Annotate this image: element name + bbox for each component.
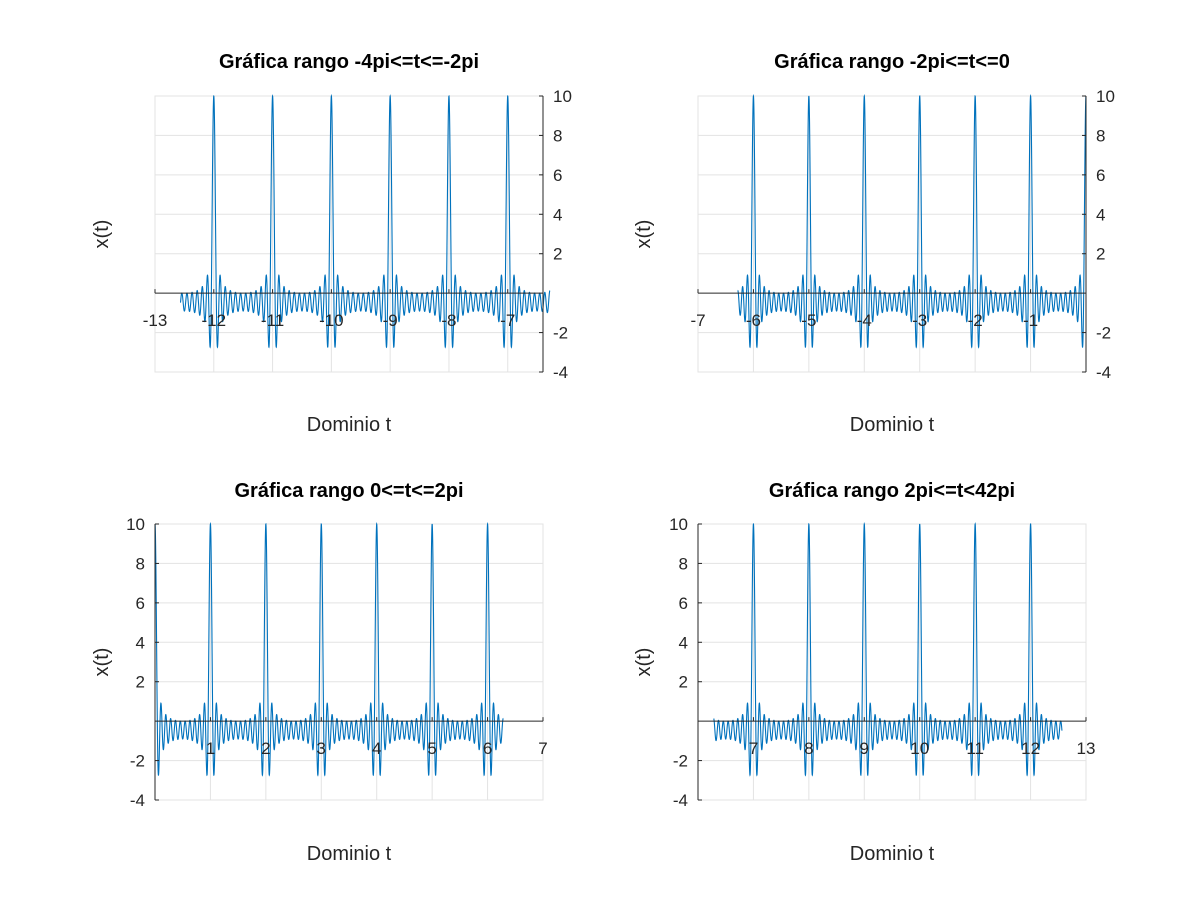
subplot-bottom-right: Gráfica rango 2pi<=t<42pi Dominio t x(t)…	[633, 480, 1095, 865]
x-tick-label: -12	[201, 311, 226, 330]
x-tick-label: -1	[1023, 311, 1038, 330]
y-tick-label: -2	[673, 752, 688, 771]
y-tick-label: 4	[679, 633, 688, 652]
y-axis-label: x(t)	[633, 220, 655, 249]
subplot-title: Gráfica rango -4pi<=t<=-2pi	[219, 51, 479, 73]
subplot-bottom-left: Gráfica rango 0<=t<=2pi Dominio t x(t) 1…	[91, 480, 548, 865]
x-tick-label: 8	[804, 739, 813, 758]
y-tick-label: 4	[1096, 205, 1105, 224]
y-tick-label: 6	[136, 594, 145, 613]
y-tick-label: 6	[679, 594, 688, 613]
y-tick-label: -4	[553, 363, 568, 382]
x-tick-label: 11	[966, 739, 984, 758]
x-tick-label: -7	[500, 311, 515, 330]
y-tick-label: 8	[136, 554, 145, 573]
x-tick-label: 12	[1021, 739, 1040, 758]
x-tick-label: 1	[206, 739, 215, 758]
y-tick-label: 4	[136, 633, 145, 652]
x-tick-label: -2	[968, 311, 983, 330]
series-line	[713, 521, 1063, 777]
x-axis-label: Dominio t	[307, 843, 392, 865]
y-tick-label: -4	[1096, 363, 1111, 382]
x-tick-label: -9	[383, 311, 398, 330]
y-tick-label: -2	[1096, 324, 1111, 343]
y-tick-label: -2	[130, 752, 145, 771]
x-tick-label: -8	[441, 311, 456, 330]
y-tick-label: 2	[136, 673, 145, 692]
y-tick-label: 2	[1096, 245, 1105, 264]
x-axis-label: Dominio t	[850, 414, 935, 436]
x-tick-label: -5	[801, 311, 816, 330]
x-tick-label: -10	[319, 311, 344, 330]
subplot-top-left: Gráfica rango -4pi<=t<=-2pi Dominio t x(…	[91, 51, 572, 436]
y-axis-label: x(t)	[633, 648, 655, 677]
x-tick-label: 7	[538, 739, 547, 758]
y-tick-label: 10	[1096, 87, 1115, 106]
x-tick-label: 9	[860, 739, 869, 758]
y-tick-label: -4	[130, 791, 145, 810]
y-tick-label: 6	[1096, 166, 1105, 185]
x-axis-label: Dominio t	[850, 843, 935, 865]
subplot-title: Gráfica rango 2pi<=t<42pi	[769, 480, 1015, 502]
series-line	[154, 522, 504, 777]
x-tick-label: -4	[857, 311, 872, 330]
x-tick-label: 10	[910, 739, 929, 758]
y-tick-label: 4	[553, 205, 562, 224]
x-tick-label: 2	[261, 739, 270, 758]
series-line	[179, 93, 551, 349]
x-tick-label: 13	[1077, 739, 1096, 758]
y-axis-label: x(t)	[91, 648, 113, 677]
y-tick-label: -2	[553, 324, 568, 343]
x-tick-label: 7	[749, 739, 758, 758]
y-tick-label: 10	[669, 515, 688, 534]
subplot-title: Gráfica rango 0<=t<=2pi	[235, 480, 464, 502]
y-tick-label: 2	[679, 673, 688, 692]
series-line	[737, 94, 1087, 349]
x-tick-label: -3	[912, 311, 927, 330]
x-tick-label: -6	[746, 311, 761, 330]
y-tick-label: 10	[553, 87, 572, 106]
y-tick-label: 10	[126, 515, 145, 534]
y-axis-label: x(t)	[91, 220, 113, 249]
x-tick-label: -11	[261, 311, 284, 330]
y-tick-label: 8	[1096, 126, 1105, 145]
y-tick-label: 8	[553, 126, 562, 145]
x-tick-label: 3	[317, 739, 326, 758]
x-tick-label: 5	[427, 739, 436, 758]
subplot-top-right: Gráfica rango -2pi<=t<=0 Dominio t x(t) …	[633, 51, 1115, 436]
y-tick-label: -4	[673, 791, 688, 810]
x-tick-label: 6	[483, 739, 492, 758]
y-tick-label: 6	[553, 166, 562, 185]
x-tick-label: 4	[372, 739, 381, 758]
y-tick-label: 2	[553, 245, 562, 264]
x-tick-label: -13	[143, 311, 168, 330]
subplot-title: Gráfica rango -2pi<=t<=0	[774, 51, 1010, 73]
y-tick-label: 8	[679, 554, 688, 573]
x-tick-label: -7	[690, 311, 705, 330]
x-axis-label: Dominio t	[307, 414, 392, 436]
